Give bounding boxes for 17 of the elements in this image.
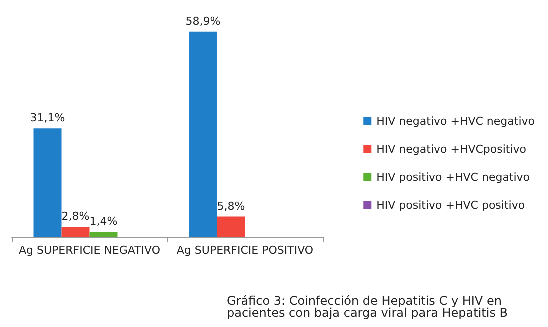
bar <box>217 216 246 237</box>
legend-label: HIV positivo +HVC negativo <box>376 171 530 184</box>
text: Gráfico 3: Coinfección de Hepatitis C y HIV en pacientes con baja carga viral para Hepatitis B <box>226 294 508 320</box>
legend-label: HIV negativo +HVCpositivo <box>376 143 527 156</box>
legend-label: HIV negativo +HVC negativo <box>376 115 536 128</box>
legend-label: HIV positivo +HVC positivo <box>376 199 526 212</box>
x-tick-label: Ag SUPERFICIE NEGATIVO <box>18 244 161 257</box>
data-label: 2,8% <box>62 210 90 224</box>
data-label: 58,9% <box>186 14 221 28</box>
data-label: 5,8% <box>217 200 246 213</box>
bar <box>189 32 218 237</box>
data-label: 1,4% <box>90 215 118 228</box>
x-tick-label: Ag SUPERFICIE POSITIVO <box>176 244 314 257</box>
bar <box>34 128 62 237</box>
bar <box>62 227 90 237</box>
bar <box>90 232 118 237</box>
data-label: 31,1% <box>30 112 66 125</box>
